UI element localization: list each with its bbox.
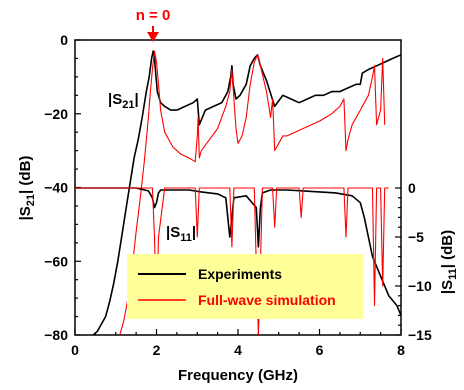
y-right-tick-label: −5 [408, 229, 424, 245]
y-left-tick-label: −40 [44, 180, 68, 196]
y-left-tick-label: −20 [44, 106, 68, 122]
x-tick-label: 2 [153, 342, 161, 358]
x-tick-label: 4 [234, 342, 242, 358]
x-axis-title: Frequency (GHz) [178, 367, 298, 384]
legend-label-simulation: Full-wave simulation [198, 292, 336, 308]
y-right-tick-label: −10 [408, 278, 432, 294]
s11-curve-label: |S11| [166, 224, 196, 244]
y-left-tick-label: −60 [44, 253, 68, 269]
series-s11-simulation [75, 187, 389, 335]
x-axis-ticks: 0 2 4 6 8 [71, 329, 405, 358]
x-tick-label: 8 [397, 342, 405, 358]
y-left-axis-ticks: 0 −20 −40 −60 −80 [44, 32, 81, 343]
y-right-axis-ticks: 0 −5 −10 −15 [395, 180, 432, 343]
y-left-axis-title: |S21| (dB) [17, 156, 37, 221]
legend-box [127, 254, 363, 319]
annotation-arrow-head [147, 32, 159, 42]
x-tick-label: 6 [316, 342, 324, 358]
resonance-annotation: n = 0 [136, 7, 171, 24]
y-right-tick-label: 0 [408, 180, 416, 196]
y-right-tick-label: −15 [408, 327, 432, 343]
legend-label-experiments: Experiments [198, 266, 282, 282]
y-right-axis-title: |S11| (dB) [439, 230, 459, 294]
s21-curve-label: |S21| [108, 91, 139, 111]
y-left-tick-label: 0 [60, 32, 68, 48]
series-s21-experiments [92, 50, 401, 335]
x-tick-label: 0 [71, 342, 79, 358]
y-left-tick-label: −80 [44, 327, 68, 343]
legend: Experiments Full-wave simulation [127, 254, 363, 319]
series-layer [75, 50, 401, 335]
series-s11-experiments [75, 187, 401, 316]
series-s21-simulation [119, 50, 386, 335]
